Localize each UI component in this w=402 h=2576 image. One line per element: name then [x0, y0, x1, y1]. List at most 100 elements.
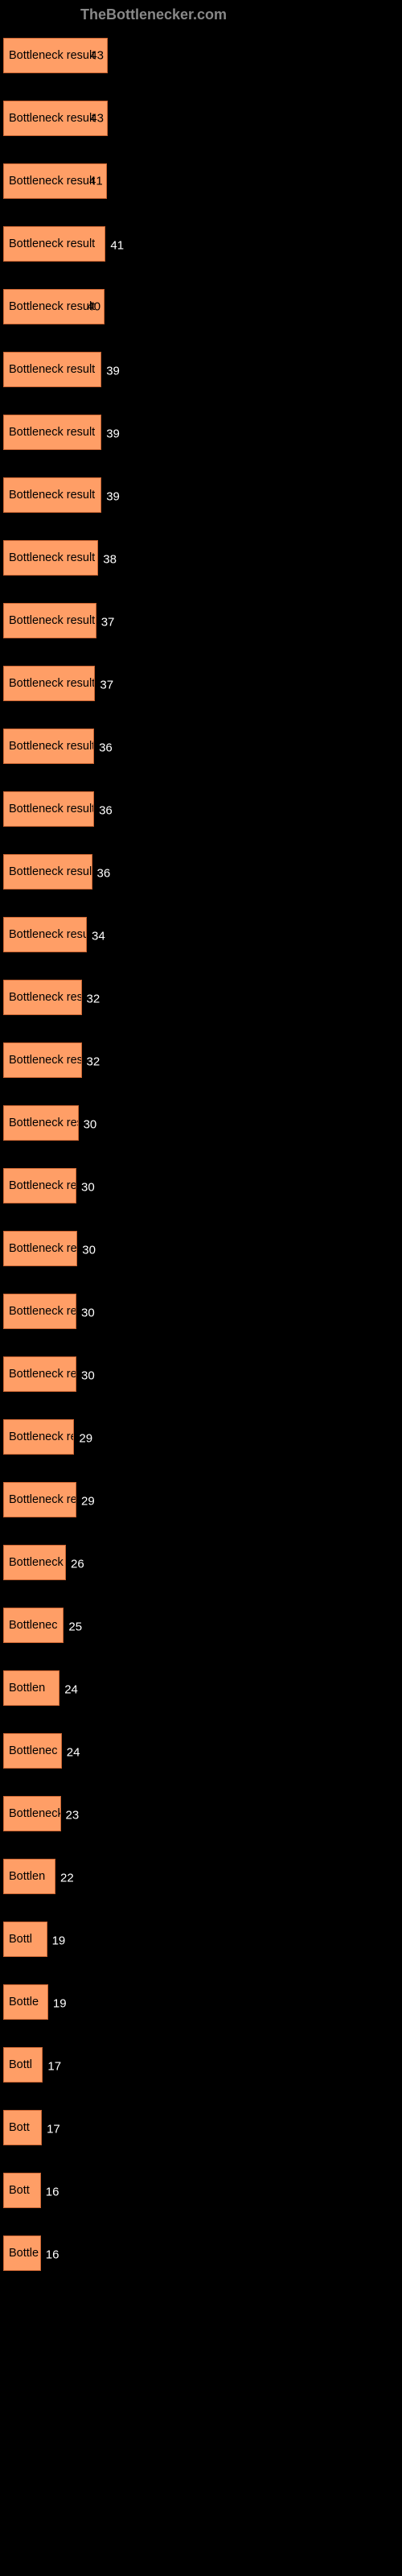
- bar-value: 43: [90, 112, 104, 126]
- bar-value: 29: [79, 1432, 92, 1446]
- bar-value: 16: [46, 2186, 59, 2199]
- bar-value: 41: [89, 175, 103, 188]
- bottleneck-bar[interactable]: Bottleneck result: [3, 917, 87, 952]
- bar-row: 29 Bottleneck resu: [3, 1419, 399, 1458]
- bottleneck-bar[interactable]: Bottleneck result41: [3, 163, 107, 199]
- bar-row: 24Bottlen: [3, 1670, 399, 1709]
- bar-row: 39Bottleneck result: [3, 415, 399, 453]
- bottleneck-bar[interactable]: Bottleneck result: [3, 1042, 82, 1078]
- bottleneck-bar[interactable]: Bottleneck: [3, 1545, 66, 1580]
- bottleneck-bar[interactable]: Bottleneck resu: [3, 1419, 74, 1455]
- bottleneck-bar[interactable]: Bottleneck result40: [3, 289, 105, 324]
- bar-label: Bottleneck result: [4, 803, 93, 815]
- bottleneck-bar[interactable]: Bottlenec: [3, 1733, 62, 1769]
- bottleneck-bar[interactable]: Bottleneck resu: [3, 1168, 76, 1203]
- bar-row: 36Bottleneck result: [3, 854, 399, 893]
- bottleneck-bar[interactable]: Bottleneck result: [3, 729, 94, 764]
- bar-label: Bottleneck result: [4, 175, 95, 188]
- bar-value: 26: [71, 1558, 84, 1571]
- bottleneck-bar[interactable]: Bottleneck result: [3, 1356, 76, 1392]
- bar-label: Bottleneck result: [4, 928, 86, 941]
- bottleneck-bar[interactable]: Bottleneck result43: [3, 38, 108, 73]
- bar-value: 23: [66, 1809, 80, 1823]
- bar-row: 17Bottl: [3, 2047, 399, 2086]
- bar-value: 16: [46, 2248, 59, 2262]
- bar-value: 30: [81, 1307, 95, 1320]
- bar-value: 37: [101, 616, 115, 630]
- bar-value: 40: [87, 300, 100, 314]
- bottleneck-bar[interactable]: Bottleneck result: [3, 603, 96, 638]
- bar-value: 34: [92, 930, 105, 943]
- bottleneck-bar[interactable]: Bottleneck result43: [3, 101, 108, 136]
- bar-label: Bottleneck result: [4, 1054, 81, 1067]
- bar-value: 41: [110, 239, 124, 253]
- bottleneck-bar[interactable]: Bottleneck result: [3, 1231, 77, 1266]
- bottleneck-bar[interactable]: Bottleneck result: [3, 352, 101, 387]
- bar-row: 24Bottlenec: [3, 1733, 399, 1772]
- bar-label: Bottleneck resu: [4, 1430, 73, 1443]
- bar-label: Bottleneck result: [4, 112, 95, 125]
- bar-row: 30 Bottleneck result: [3, 1356, 399, 1395]
- bar-row: 30Bottleneck resu: [3, 1168, 399, 1207]
- bar-row: 16 Bottle: [3, 2235, 399, 2274]
- bar-label: Bottlen: [4, 1682, 45, 1695]
- bottleneck-bar[interactable]: Bottleneck result: [3, 791, 94, 827]
- bar-value: 19: [53, 1997, 67, 2011]
- bar-value: 22: [60, 1872, 74, 1885]
- bottleneck-bar[interactable]: Bottleneck result: [3, 1105, 79, 1141]
- bar-value: 29: [81, 1495, 95, 1509]
- bar-row: 17Bott: [3, 2110, 399, 2149]
- bottleneck-bar[interactable]: Bottleneck result: [3, 415, 101, 450]
- bar-value: 30: [82, 1244, 96, 1257]
- bottleneck-chart: Bottleneck result43Bottleneck result43Bo…: [0, 30, 402, 2306]
- bottleneck-bar[interactable]: Bottlen: [3, 1670, 59, 1706]
- bottleneck-bar[interactable]: Bottl: [3, 1922, 47, 1957]
- bottleneck-bar[interactable]: Bottleneck r: [3, 1796, 61, 1831]
- bottleneck-bar[interactable]: Bottleneck result: [3, 477, 101, 513]
- bar-row: 34 Bottleneck result: [3, 917, 399, 956]
- bar-value: 38: [103, 553, 117, 567]
- bottleneck-bar[interactable]: Bottleneck result: [3, 226, 105, 262]
- bar-row: 19 Bottl: [3, 1922, 399, 1960]
- bar-label: Bottleneck result: [4, 614, 95, 627]
- bar-label: Bottleneck resu: [4, 1179, 76, 1192]
- bar-label: Bottleneck result: [4, 426, 95, 439]
- bottleneck-bar[interactable]: Bottleneck result: [3, 666, 95, 701]
- bar-row: 29 Bottleneck result: [3, 1482, 399, 1521]
- bottleneck-bar[interactable]: Bottle: [3, 1984, 48, 2020]
- bar-label: Bottl: [4, 1933, 32, 1946]
- site-header: TheBottlenecker.com: [0, 0, 402, 30]
- bottleneck-bar[interactable]: Bott: [3, 2173, 41, 2208]
- bar-value: 32: [87, 993, 100, 1006]
- bar-value: 32: [87, 1055, 100, 1069]
- bottleneck-bar[interactable]: Bottleneck result: [3, 1482, 76, 1517]
- bottleneck-bar[interactable]: Bottlen: [3, 1859, 55, 1894]
- bar-row: 39 Bottleneck result: [3, 477, 399, 516]
- bottleneck-bar[interactable]: Bottle: [3, 2235, 41, 2271]
- bar-label: Bottleneck result: [4, 1117, 78, 1129]
- bar-label: Bottleneck result: [4, 740, 93, 753]
- bar-row: 16 Bott: [3, 2173, 399, 2211]
- bottleneck-bar[interactable]: Bottlenec: [3, 1608, 64, 1643]
- bottleneck-bar[interactable]: Bottleneck result: [3, 854, 92, 890]
- bar-label: Bottle: [4, 1996, 39, 2008]
- bar-label: Bottleneck result: [4, 677, 94, 690]
- bar-label: Bottleneck result: [4, 363, 95, 376]
- bar-row: 30 Bottleneck result: [3, 1231, 399, 1269]
- bottleneck-bar[interactable]: Bottleneck result: [3, 540, 98, 576]
- bar-label: Bottleneck result: [4, 991, 81, 1004]
- bar-value: 39: [106, 490, 120, 504]
- bar-row: 41 Bottleneck result: [3, 226, 399, 265]
- bar-row: 38 Bottleneck result: [3, 540, 399, 579]
- bar-row: 39Bottleneck result: [3, 352, 399, 390]
- bottleneck-bar[interactable]: Bott: [3, 2110, 42, 2145]
- bar-value: 19: [52, 1934, 66, 1948]
- bar-label: Bottlen: [4, 1870, 45, 1883]
- bottleneck-bar[interactable]: Bottleneck result: [3, 1294, 76, 1329]
- bar-value: 30: [81, 1369, 95, 1383]
- bottleneck-bar[interactable]: Bottleneck result: [3, 980, 82, 1015]
- bottleneck-bar[interactable]: Bottl: [3, 2047, 43, 2083]
- bar-row: Bottleneck result41: [3, 163, 399, 202]
- bar-label: Bottleneck result: [4, 489, 95, 502]
- bar-value: 36: [99, 804, 113, 818]
